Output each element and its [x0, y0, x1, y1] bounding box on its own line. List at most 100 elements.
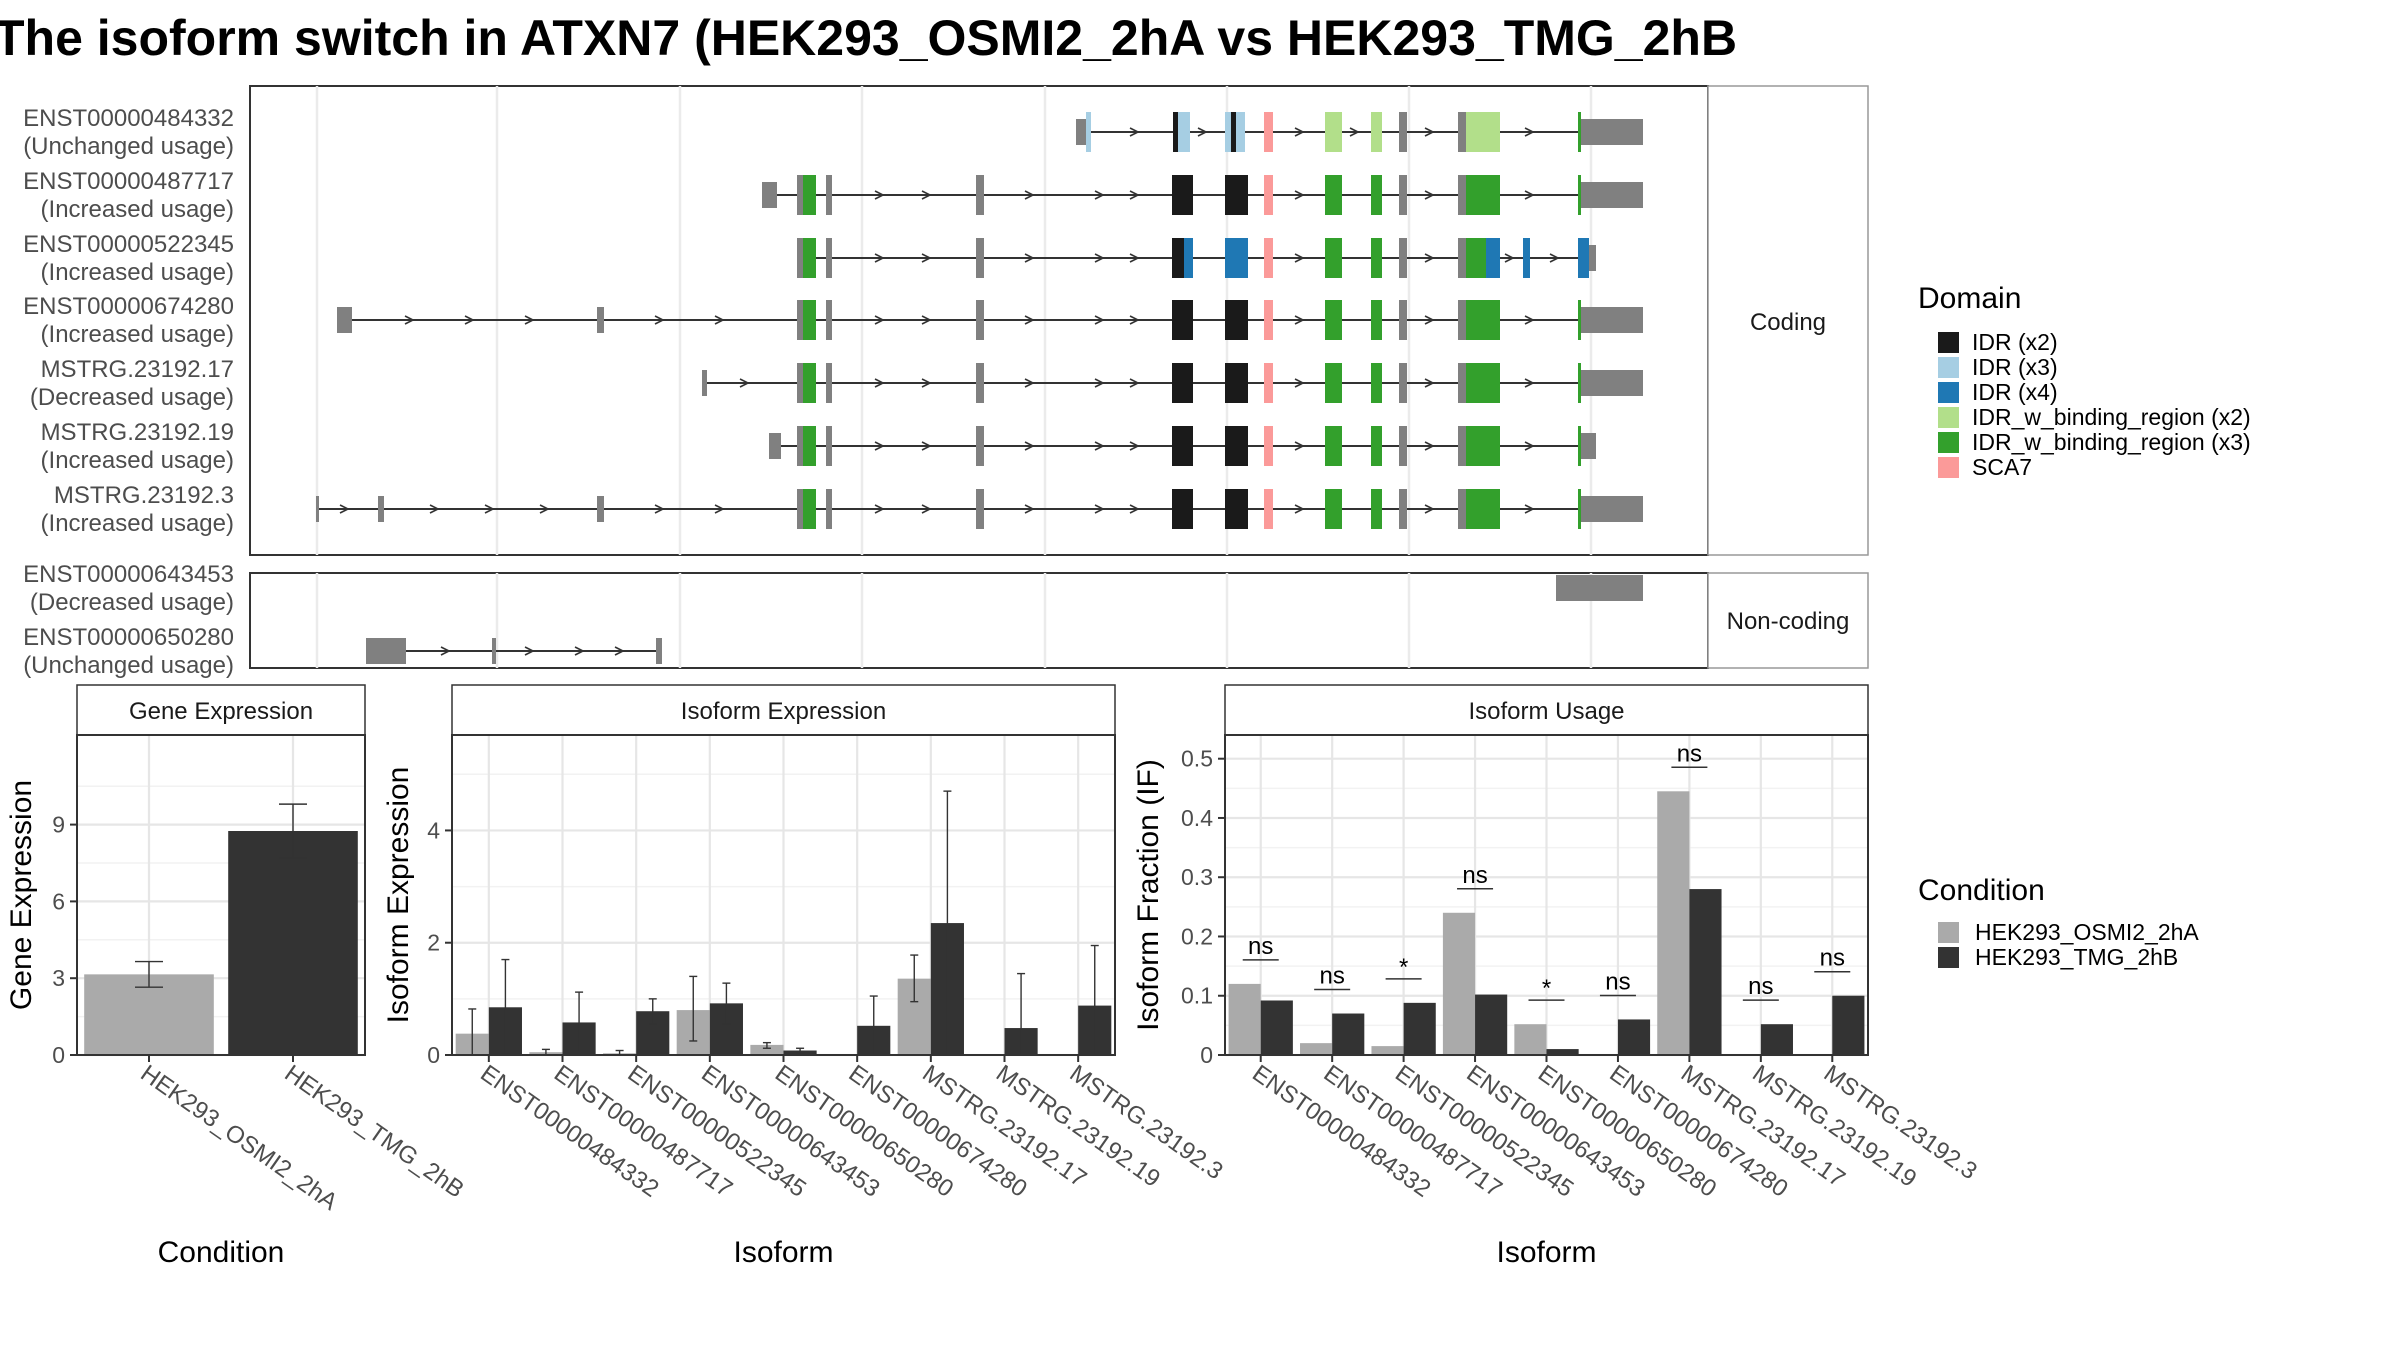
bar [1442, 912, 1476, 1055]
utr-block [1076, 119, 1086, 145]
intron-arrow [1424, 378, 1435, 388]
x-axis-title: Condition [158, 1236, 285, 1269]
utr-block [1578, 433, 1596, 459]
chart-title: Gene Expression [129, 698, 313, 725]
bar [228, 831, 358, 1055]
isoform-usage-label: (Increased usage) [41, 510, 234, 537]
exon-block [1458, 238, 1466, 278]
x-axis-title: Isoform [1496, 1236, 1596, 1269]
significance-label: ns [1677, 740, 1702, 767]
domain-exon [1264, 489, 1273, 529]
domain-exon [1578, 426, 1581, 466]
exon-block [797, 426, 803, 466]
domain-exon [1264, 112, 1273, 152]
domain-exon [1172, 300, 1184, 340]
exon-block [826, 426, 832, 466]
exon-block [1399, 175, 1407, 215]
intron-arrow [874, 315, 885, 325]
domain-legend-label: IDR_w_binding_region (x2) [1972, 404, 2251, 430]
intron-arrow [1024, 253, 1035, 263]
intron-arrow [874, 504, 885, 514]
intron-arrow [1197, 127, 1208, 137]
domain-legend-swatch [1938, 357, 1959, 378]
intron-arrow [1524, 127, 1535, 137]
intron-arrow [874, 378, 885, 388]
y-tick-label: 0 [52, 1042, 65, 1068]
domain-exon [1264, 426, 1273, 466]
domain-legend-label: IDR_w_binding_region (x3) [1972, 429, 2251, 455]
domain-exon [1184, 489, 1193, 529]
domain-exon [1172, 238, 1184, 278]
exon-block [797, 363, 803, 403]
utr-block [597, 307, 604, 333]
intron-arrow [654, 315, 665, 325]
intron-arrow [1424, 441, 1435, 451]
y-tick-label: 0 [427, 1042, 440, 1068]
intron-arrow [1094, 190, 1105, 200]
intron-arrow [1294, 190, 1305, 200]
transcript-ENST00000522345 [797, 238, 1596, 278]
y-tick-label: 0.5 [1181, 746, 1213, 772]
transcript-ENST00000643453 [1556, 575, 1643, 601]
y-tick-label: 0.1 [1181, 983, 1213, 1009]
intron-arrow [714, 504, 725, 514]
domain-exon [1325, 426, 1342, 466]
utr-block [597, 496, 604, 522]
domain-exon [1231, 112, 1236, 152]
domain-exon [1225, 238, 1248, 278]
intron-arrow [1424, 190, 1435, 200]
domain-exon [1264, 238, 1273, 278]
domain-exon [1172, 489, 1184, 529]
domain-exon [1578, 238, 1589, 278]
exon-block [1458, 300, 1466, 340]
intron-arrow [1424, 127, 1435, 137]
y-axis-title: Isoform Expression [382, 767, 415, 1024]
x-axis-title: Isoform [733, 1236, 833, 1269]
domain-exon [1184, 363, 1193, 403]
domain-legend-label: IDR (x2) [1972, 329, 2058, 355]
isoform-id-label: ENST00000650280 [23, 624, 234, 651]
significance-label: * [1399, 954, 1408, 981]
bar [1260, 1000, 1293, 1055]
domain-exon [1371, 175, 1382, 215]
bar [1617, 1019, 1651, 1055]
isoform-usage-label: (Decreased usage) [30, 589, 234, 616]
utr-block [378, 496, 384, 522]
noncoding-strip-label: Non-coding [1727, 608, 1850, 635]
domain-exon [803, 489, 816, 529]
bar [1657, 791, 1690, 1055]
isoform-id-label: MSTRG.23192.3 [54, 482, 234, 509]
domain-exon [1172, 363, 1184, 403]
coding-strip-label: Coding [1750, 309, 1826, 336]
domain-exon [1184, 300, 1193, 340]
domain-legend-label: SCA7 [1972, 454, 2032, 480]
bar [1332, 1013, 1365, 1055]
chart-strip [451, 684, 1116, 736]
domain-exon [1325, 300, 1342, 340]
intron-arrow [1294, 378, 1305, 388]
intron-arrow [1424, 315, 1435, 325]
intron-arrow [921, 190, 932, 200]
transcript-MSTRG.23192.3 [316, 489, 1643, 529]
intron-arrow [1024, 378, 1035, 388]
chart-title: Isoform Usage [1468, 698, 1624, 725]
isoform-usage-label: (Decreased usage) [30, 384, 234, 411]
intron-arrow [739, 378, 750, 388]
exon-block [1399, 238, 1407, 278]
exon-block [1399, 112, 1407, 152]
domain-exon [1184, 175, 1193, 215]
intron-arrow [1024, 441, 1035, 451]
utr-block [1578, 496, 1643, 522]
isoform-usage-label: (Unchanged usage) [23, 652, 234, 679]
exon-block [1458, 363, 1466, 403]
domain-exon [1264, 175, 1273, 215]
intron-arrow [1129, 127, 1140, 137]
intron-arrow [1549, 253, 1560, 263]
intron-arrow [1129, 190, 1140, 200]
domain-exon [1371, 489, 1382, 529]
domain-exon [1578, 489, 1581, 529]
intron-arrow [1024, 504, 1035, 514]
intron-arrow [1349, 127, 1360, 137]
